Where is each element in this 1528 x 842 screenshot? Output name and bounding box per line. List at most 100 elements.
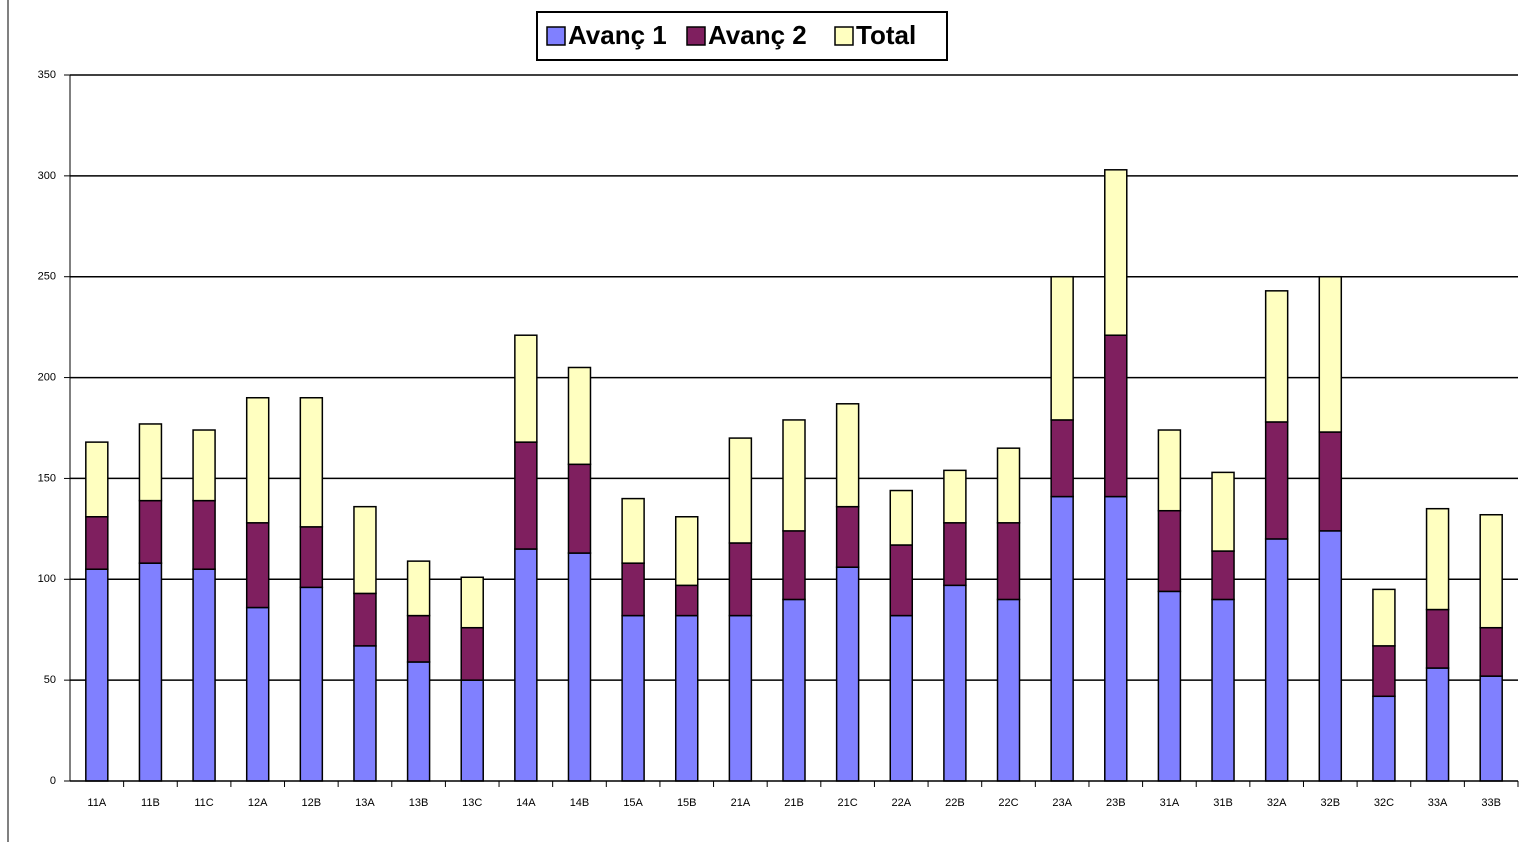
x-tick-label: 22C	[998, 797, 1018, 809]
x-tick-label: 22A	[891, 797, 911, 809]
legend-box	[536, 11, 948, 61]
x-tick-label: 32A	[1267, 797, 1287, 809]
bar-segment	[782, 598, 806, 782]
bar-segment	[996, 522, 1021, 601]
x-tick-label: 13B	[409, 797, 429, 809]
bar-segment	[1318, 530, 1343, 782]
bar-segment	[192, 499, 216, 570]
bar-segment	[1050, 275, 1074, 421]
bar-segment	[1425, 608, 1450, 669]
bar-segment	[1211, 598, 1235, 782]
x-tick-label: 21B	[784, 797, 804, 809]
bar-segment	[406, 560, 431, 617]
y-tick-label: 350	[38, 69, 56, 81]
bar-segment	[299, 396, 324, 528]
x-tick-label: 14B	[570, 797, 590, 809]
bar-segment	[1479, 626, 1503, 677]
bar-segment	[1372, 695, 1396, 782]
bar-segment	[138, 499, 163, 564]
bar-segment	[1318, 275, 1343, 433]
bar-segment	[1104, 334, 1128, 498]
x-tick-label: 15B	[677, 797, 697, 809]
x-tick-label: 12A	[248, 797, 268, 809]
y-tick-label: 50	[44, 674, 56, 686]
bar-segment	[1318, 431, 1343, 532]
x-tick-label: 32B	[1321, 797, 1341, 809]
bar-segment	[1425, 507, 1450, 611]
bar-segment	[192, 429, 216, 502]
bar-segment	[996, 447, 1021, 524]
bar-segment	[514, 334, 538, 443]
y-tick-label: 100	[38, 573, 56, 585]
bar-segment	[85, 516, 109, 570]
x-tick-label: 11B	[141, 797, 160, 809]
bar-segment	[353, 505, 377, 595]
bar-segment	[567, 463, 592, 554]
x-tick-label: 32C	[1374, 797, 1394, 809]
bar-segment	[353, 592, 377, 647]
bar-segment	[460, 679, 484, 782]
bar-segment	[567, 552, 592, 782]
x-tick-label: 23A	[1052, 797, 1072, 809]
bar-segment	[1479, 675, 1503, 782]
bar-segment	[406, 661, 431, 782]
bar-segment	[835, 566, 860, 782]
bar-segment	[514, 548, 538, 782]
bar-segment	[1425, 667, 1450, 782]
x-tick-label: 33A	[1428, 797, 1448, 809]
bar-segment	[460, 626, 484, 681]
bar-segment	[621, 497, 645, 564]
x-tick-label: 15A	[623, 797, 643, 809]
bar-segment	[1264, 538, 1289, 782]
bar-segment	[943, 469, 967, 524]
bar-segment	[621, 614, 645, 782]
bar-segment	[299, 526, 324, 589]
x-tick-label: 21A	[731, 797, 751, 809]
bar-segment	[889, 489, 914, 546]
y-tick-label: 300	[38, 170, 56, 182]
bar-segment	[1264, 421, 1289, 540]
bar-segment	[514, 441, 538, 550]
y-tick-label: 150	[38, 472, 56, 484]
legend-swatch	[546, 26, 566, 46]
bar-segment	[299, 586, 324, 782]
bar-segment	[996, 598, 1021, 782]
bar-segment	[1372, 645, 1396, 698]
bar-segment	[138, 423, 163, 502]
bar-segment	[85, 441, 109, 518]
x-tick-label: 14A	[516, 797, 536, 809]
y-tick-label: 200	[38, 371, 56, 383]
bar-segment	[245, 396, 270, 524]
bar-segment	[943, 522, 967, 587]
bar-segment	[1104, 495, 1128, 782]
x-tick-label: 11A	[87, 797, 106, 809]
legend	[536, 11, 948, 61]
bar-segment	[1264, 290, 1289, 423]
legend-swatch	[834, 26, 854, 46]
x-tick-label: 31B	[1213, 797, 1233, 809]
x-tick-label: 12B	[302, 797, 322, 809]
x-tick-label: 13C	[462, 797, 482, 809]
bar-segment	[567, 366, 592, 466]
x-tick-label: 23B	[1106, 797, 1126, 809]
x-tick-label: 22B	[945, 797, 965, 809]
x-tick-label: 13A	[355, 797, 375, 809]
bar-segment	[782, 419, 806, 532]
bar-segment	[728, 614, 753, 782]
bar-segment	[1157, 429, 1182, 512]
bar-segment	[835, 505, 860, 568]
y-tick-label: 0	[50, 775, 56, 787]
legend-label: Total	[856, 20, 916, 50]
x-tick-label: 31A	[1160, 797, 1180, 809]
bar-segment	[85, 568, 109, 782]
bar-segment	[406, 614, 431, 663]
bar-segment	[782, 530, 806, 601]
bar-segment	[245, 522, 270, 609]
bar-segment	[192, 568, 216, 782]
bar-segment	[728, 437, 753, 544]
legend-label: Avanç 1	[568, 20, 667, 50]
bar-segment	[889, 614, 914, 782]
bar-segment	[1211, 550, 1235, 601]
bar-segment	[674, 614, 699, 782]
